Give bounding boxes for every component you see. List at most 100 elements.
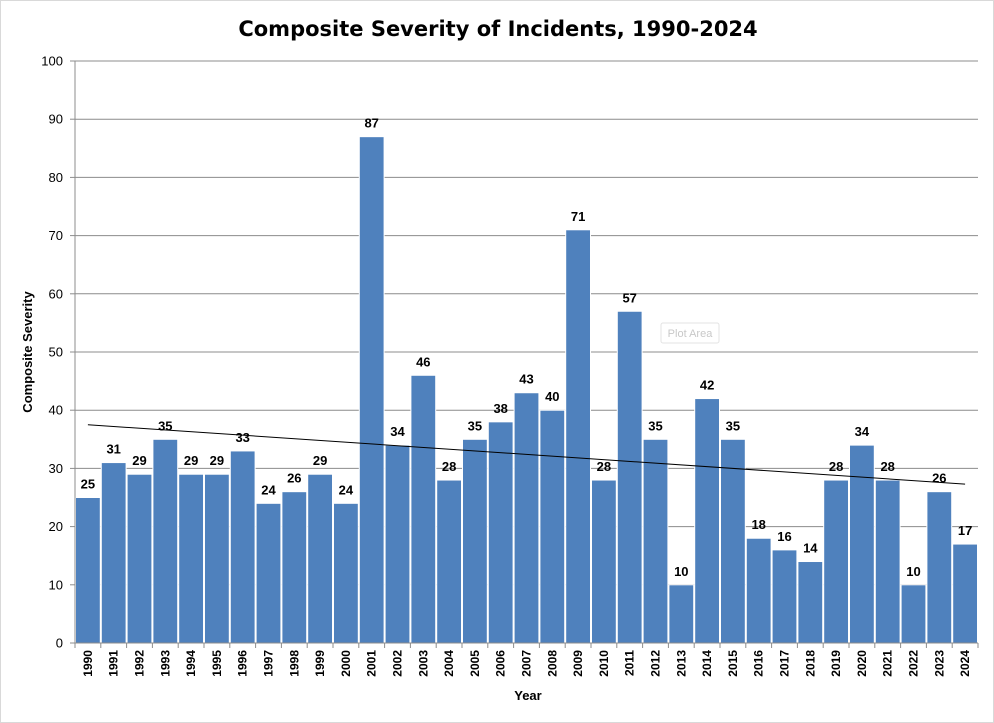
- bar: [900, 584, 927, 644]
- data-label: 17: [958, 523, 972, 538]
- x-tick-label: 1993: [158, 650, 172, 677]
- x-tick-label: 1992: [133, 650, 147, 677]
- data-label: 10: [906, 564, 920, 579]
- x-tick-label: 2016: [752, 650, 766, 677]
- data-label: 35: [468, 418, 482, 433]
- bar: [384, 444, 411, 644]
- bar: [204, 473, 230, 644]
- bar: [178, 473, 204, 644]
- tooltip-text: Plot Area: [668, 328, 714, 340]
- x-tick-label: 2002: [391, 650, 405, 677]
- data-label: 29: [132, 453, 146, 468]
- bar: [668, 584, 695, 644]
- bar: [410, 374, 437, 644]
- y-tick-label: 80: [49, 170, 63, 185]
- data-label: 28: [442, 459, 456, 474]
- axes: [74, 61, 978, 644]
- bars: [75, 136, 979, 644]
- x-tick-label: 2005: [468, 650, 482, 677]
- x-tick-label: 2018: [803, 650, 817, 677]
- bar: [100, 462, 127, 644]
- x-tick-label: 2013: [674, 650, 688, 677]
- bar: [307, 473, 334, 644]
- bar: [358, 136, 385, 644]
- bar: [591, 479, 617, 644]
- y-tick-label: 100: [41, 54, 63, 69]
- x-tick-label: 2000: [339, 650, 353, 677]
- x-tick-label: 2004: [442, 650, 456, 677]
- bar: [75, 497, 101, 644]
- x-tick-label: 2008: [545, 650, 559, 677]
- bar: [436, 479, 463, 644]
- data-label: 16: [777, 529, 791, 544]
- x-axis-label: Year: [514, 688, 541, 703]
- x-tick-label: 2007: [520, 650, 534, 677]
- data-label: 29: [184, 453, 198, 468]
- data-label: 28: [880, 459, 894, 474]
- bar: [642, 438, 669, 644]
- y-tick-label: 20: [49, 519, 63, 534]
- data-label: 29: [313, 453, 327, 468]
- bar: [797, 561, 824, 644]
- tooltip-box: [660, 322, 720, 344]
- x-tick-label: 2022: [907, 650, 921, 677]
- x-tick-label: 1996: [236, 650, 250, 677]
- data-label: 29: [210, 453, 224, 468]
- bar: [229, 450, 256, 644]
- x-tick-label: 1990: [81, 650, 95, 677]
- data-label: 57: [622, 290, 636, 305]
- bar: [255, 502, 282, 644]
- x-tick-label: 1997: [262, 650, 276, 677]
- x-tick-label: 2014: [700, 650, 714, 677]
- y-tick-label: 10: [49, 577, 63, 592]
- x-tick-label: 2010: [597, 650, 611, 677]
- data-label: 87: [364, 116, 378, 131]
- x-tick-label: 1991: [107, 650, 121, 677]
- y-axis-label: Composite Severity: [20, 291, 35, 413]
- x-tick-label: 2011: [623, 650, 637, 676]
- y-tick-label: 60: [49, 286, 63, 301]
- data-label: 38: [493, 401, 507, 416]
- x-tick-label: 2019: [829, 650, 843, 677]
- data-label: 24: [339, 482, 354, 497]
- x-tick-label: 2001: [365, 650, 379, 677]
- x-tick-label: 2017: [778, 650, 792, 677]
- data-label: 10: [674, 564, 688, 579]
- x-tick-label: 2015: [726, 650, 740, 677]
- trendline-group: [87, 424, 966, 485]
- data-label: 35: [726, 418, 740, 433]
- bar: [720, 438, 746, 644]
- x-tick-label: 1999: [313, 650, 327, 677]
- x-tick-label: 1994: [184, 650, 198, 677]
- data-label: 26: [287, 471, 301, 486]
- data-label: 28: [829, 459, 843, 474]
- bar: [152, 438, 179, 644]
- bar: [849, 444, 875, 644]
- x-tick-label: 1998: [287, 650, 301, 677]
- chart-title: Composite Severity of Incidents, 1990-20…: [238, 17, 757, 41]
- bar: [539, 409, 566, 644]
- data-label: 40: [545, 389, 559, 404]
- bar: [333, 502, 359, 644]
- trendline: [87, 424, 966, 485]
- bar: [126, 473, 153, 644]
- bar: [565, 229, 592, 644]
- plot-area-tooltip: Plot Area: [660, 322, 720, 344]
- data-label: 24: [261, 482, 276, 497]
- y-tick-label: 0: [56, 636, 63, 651]
- data-label: 26: [932, 471, 946, 486]
- x-tick-label: 2024: [958, 650, 972, 677]
- bar: [513, 392, 540, 644]
- data-label: 34: [855, 424, 870, 439]
- data-label: 25: [81, 477, 95, 492]
- x-tick-label: 2020: [855, 650, 869, 677]
- x-tick-label: 2003: [416, 650, 430, 677]
- x-tick-label: 2021: [881, 650, 895, 677]
- bar: [874, 479, 901, 644]
- x-tick-label: 2006: [494, 650, 508, 677]
- y-tick-label: 90: [49, 112, 63, 127]
- data-label: 35: [158, 418, 172, 433]
- x-tick-label: 2012: [649, 650, 663, 677]
- data-label: 34: [390, 424, 405, 439]
- x-tick-label: 2023: [932, 650, 946, 677]
